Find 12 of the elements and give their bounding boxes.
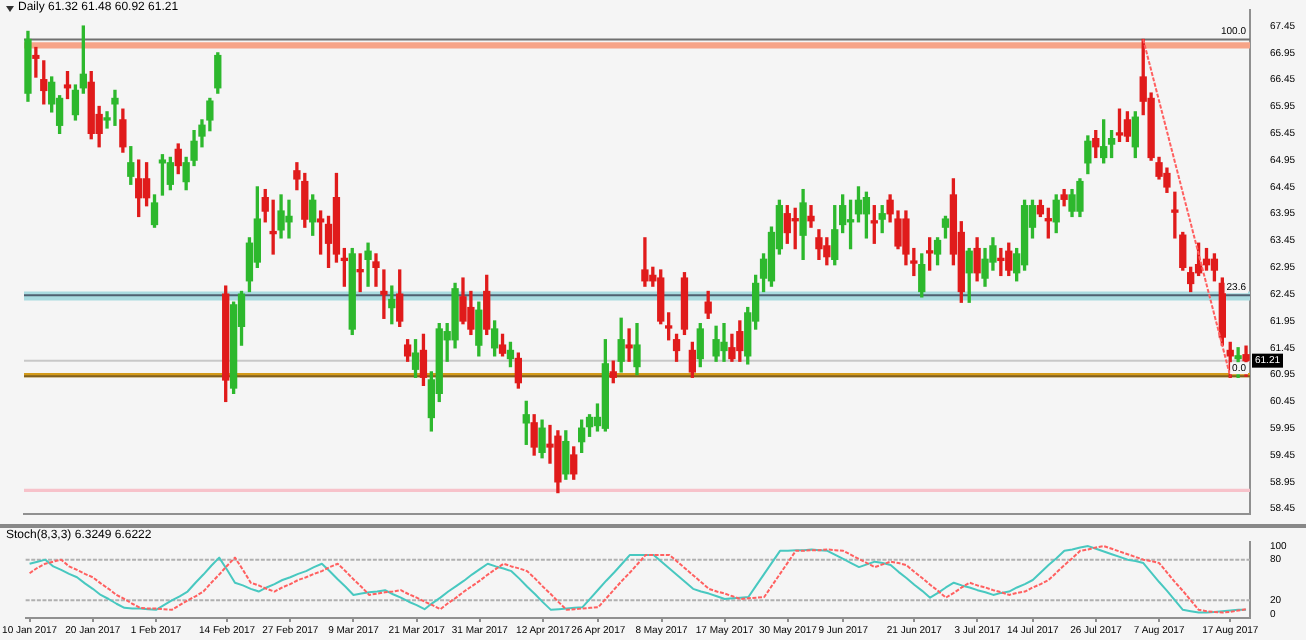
candlestick bbox=[372, 253, 380, 287]
candlestick bbox=[641, 237, 649, 287]
candlestick bbox=[997, 247, 1005, 277]
candlestick bbox=[625, 328, 633, 362]
candlestick bbox=[111, 89, 119, 126]
candlestick bbox=[720, 323, 728, 362]
candlestick bbox=[380, 269, 388, 319]
candlestick bbox=[364, 242, 372, 287]
candlestick bbox=[269, 199, 277, 255]
candlestick bbox=[285, 199, 293, 239]
candlestick bbox=[32, 46, 40, 78]
candlestick bbox=[807, 205, 815, 228]
